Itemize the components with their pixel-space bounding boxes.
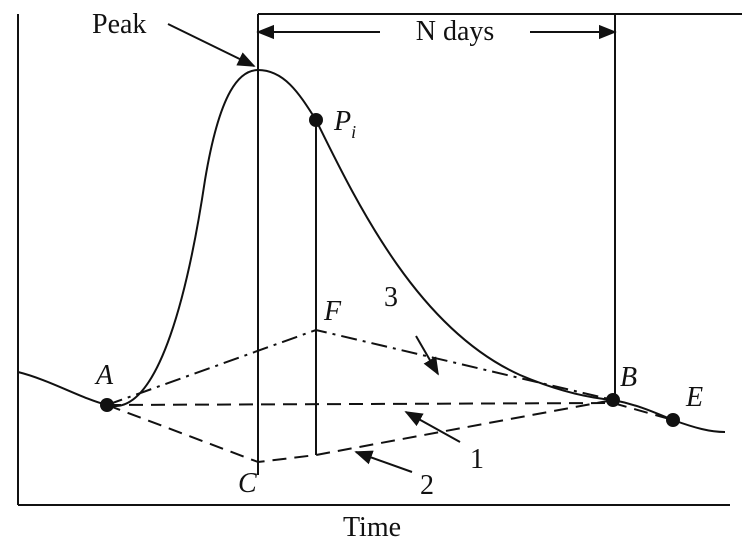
peak-label: Peak — [92, 9, 146, 40]
points — [100, 113, 680, 427]
arrows — [167, 23, 617, 473]
point-label: E — [685, 382, 703, 413]
hydrograph-curve — [17, 68, 726, 433]
point-label: A — [94, 360, 114, 391]
point-label: F — [323, 296, 342, 327]
point-label: C — [238, 468, 257, 499]
p-sub: i — [351, 122, 356, 142]
p-main: P — [333, 106, 351, 137]
line-label: 3 — [384, 282, 398, 313]
line-label: 1 — [470, 444, 484, 475]
point-label: B — [620, 362, 637, 393]
point-label: Pi — [333, 106, 356, 142]
line-label: 2 — [420, 470, 434, 501]
frame — [17, 13, 742, 506]
n-days-label: N days — [416, 16, 495, 47]
x-axis-label: Time — [343, 512, 401, 543]
